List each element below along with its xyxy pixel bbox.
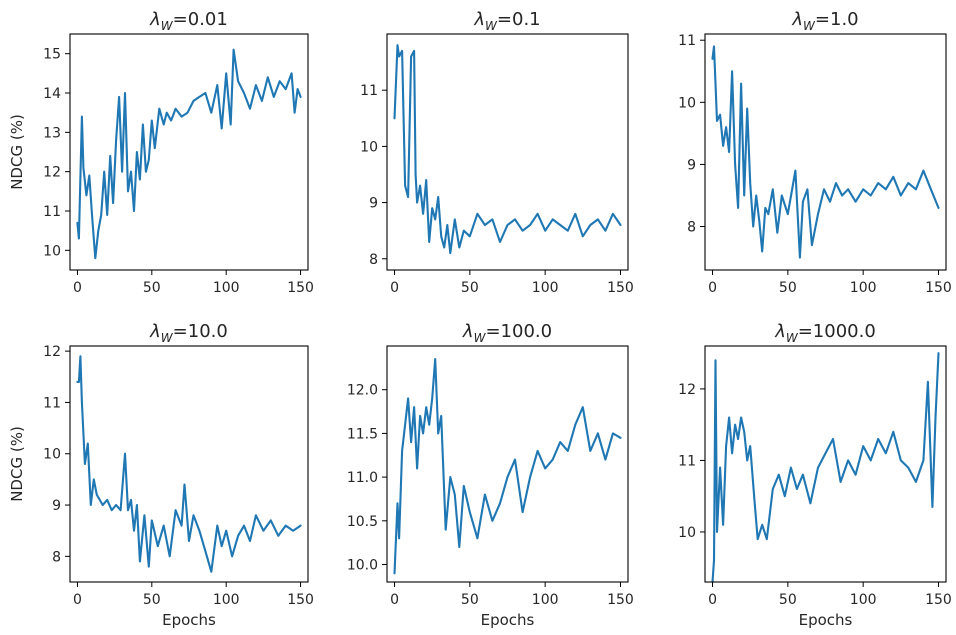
y-tick-label: 9 xyxy=(52,498,61,514)
y-tick-label: 11.5 xyxy=(347,426,378,442)
x-tick-label: 50 xyxy=(143,592,161,608)
subplot-2: 0 50 100 150 8 9 10 11 λW=1.0 xyxy=(678,9,952,296)
series-line xyxy=(76,48,302,260)
x-axis-label: Epochs xyxy=(162,611,216,629)
y-tick-label: 11 xyxy=(678,453,696,469)
plot-frame xyxy=(704,345,947,583)
x-tick-label: 100 xyxy=(850,592,877,608)
subplot-title: λW=0.1 xyxy=(473,9,540,33)
subplot-3: 0 50 100 150 8 9 10 11 12 λW=10.0 Epochs NDCG (%) xyxy=(8,321,314,629)
subplot-5: 0 50 100 150 10 11 12 λW=1000.0 Epochs xyxy=(678,321,952,629)
title-subscript: W xyxy=(474,331,487,345)
title-subscript: W xyxy=(786,331,799,345)
x-tick-label: 0 xyxy=(708,592,717,608)
title-lambda: λ xyxy=(149,9,161,30)
y-tick-label: 8 xyxy=(52,549,61,565)
y-axis-label: NDCG (%) xyxy=(8,114,26,190)
x-tick-label: 50 xyxy=(143,280,161,296)
series-line xyxy=(711,45,940,259)
y-tick-label: 11 xyxy=(43,204,61,220)
y-tick-label: 11.0 xyxy=(347,470,378,486)
x-axis-label: Epochs xyxy=(481,611,535,629)
y-tick-label: 12 xyxy=(43,165,61,181)
title-value: =0.1 xyxy=(497,9,541,30)
y-tick-label: 8 xyxy=(369,252,378,268)
x-tick-label: 150 xyxy=(925,280,952,296)
x-tick-label: 150 xyxy=(287,592,314,608)
y-tick-label: 10 xyxy=(43,243,61,259)
y-tick-label: 12.0 xyxy=(347,383,378,399)
y-tick-label: 10.0 xyxy=(347,558,378,574)
subplot-title: λW=0.01 xyxy=(149,9,228,33)
title-lambda: λ xyxy=(149,321,161,342)
subplot-title: λW=1000.0 xyxy=(774,321,876,345)
series-line xyxy=(711,352,940,584)
y-tick-label: 8 xyxy=(687,220,696,236)
title-value: =0.01 xyxy=(173,9,228,30)
x-tick-label: 0 xyxy=(390,280,399,296)
x-tick-label: 100 xyxy=(213,280,240,296)
x-tick-label: 50 xyxy=(779,280,797,296)
x-tick-label: 100 xyxy=(532,280,559,296)
x-axis-label: Epochs xyxy=(799,611,853,629)
subplot-title: λW=1.0 xyxy=(791,9,858,33)
title-lambda: λ xyxy=(791,9,803,30)
title-subscript: W xyxy=(161,331,174,345)
title-lambda: λ xyxy=(462,321,474,342)
y-tick-label: 10 xyxy=(360,139,378,155)
y-tick-label: 10 xyxy=(678,95,696,111)
x-tick-label: 100 xyxy=(213,592,240,608)
x-tick-label: 150 xyxy=(607,592,634,608)
y-tick-label: 11 xyxy=(43,395,61,411)
plot-frame xyxy=(704,33,947,271)
y-tick-label: 14 xyxy=(43,86,61,102)
title-lambda: λ xyxy=(774,321,786,342)
y-tick-label: 10.5 xyxy=(347,514,378,530)
x-tick-label: 0 xyxy=(73,592,82,608)
y-tick-label: 11 xyxy=(360,83,378,99)
title-value: =1.0 xyxy=(815,9,859,30)
series-line xyxy=(393,358,622,575)
series-line xyxy=(393,44,622,255)
plot-frame xyxy=(386,345,629,583)
title-subscript: W xyxy=(161,19,174,33)
y-tick-label: 12 xyxy=(43,344,61,360)
title-value: =100.0 xyxy=(485,321,552,342)
y-tick-label: 15 xyxy=(43,47,61,63)
subplot-0: 0 50 100 150 10 11 12 13 14 15 λW=0.01 NDCG (%) xyxy=(8,9,314,296)
x-tick-label: 0 xyxy=(73,280,82,296)
subplot-title: λW=10.0 xyxy=(149,321,228,345)
title-value: =10.0 xyxy=(173,321,228,342)
x-tick-label: 0 xyxy=(708,280,717,296)
y-axis-label: NDCG (%) xyxy=(8,426,26,502)
y-tick-label: 13 xyxy=(43,125,61,141)
y-tick-label: 11 xyxy=(678,33,696,49)
y-tick-label: 10 xyxy=(43,447,61,463)
subplot-title: λW=100.0 xyxy=(462,321,552,345)
y-tick-label: 9 xyxy=(687,157,696,173)
x-tick-label: 50 xyxy=(461,592,479,608)
y-tick-label: 10 xyxy=(678,525,696,541)
plot-frame xyxy=(386,33,629,271)
x-tick-label: 0 xyxy=(390,592,399,608)
x-tick-label: 50 xyxy=(779,592,797,608)
title-subscript: W xyxy=(803,19,816,33)
x-tick-label: 50 xyxy=(461,280,479,296)
x-tick-label: 150 xyxy=(925,592,952,608)
x-tick-label: 150 xyxy=(287,280,314,296)
x-tick-label: 150 xyxy=(607,280,634,296)
x-tick-label: 100 xyxy=(532,592,559,608)
title-lambda: λ xyxy=(473,9,485,30)
y-tick-label: 9 xyxy=(369,196,378,212)
plot-frame xyxy=(69,345,309,583)
subplot-4: 0 50 100 150 10.0 10.5 11.0 11.5 12.0 λW=100.0 Epo… xyxy=(347,321,634,629)
y-tick-label: 12 xyxy=(678,382,696,398)
plot-frame xyxy=(69,33,309,271)
x-tick-label: 100 xyxy=(850,280,877,296)
title-value: =1000.0 xyxy=(798,321,876,342)
series-line xyxy=(76,355,302,573)
title-subscript: W xyxy=(485,19,498,33)
subplot-1: 0 50 100 150 8 9 10 11 λW=0.1 xyxy=(360,9,634,296)
